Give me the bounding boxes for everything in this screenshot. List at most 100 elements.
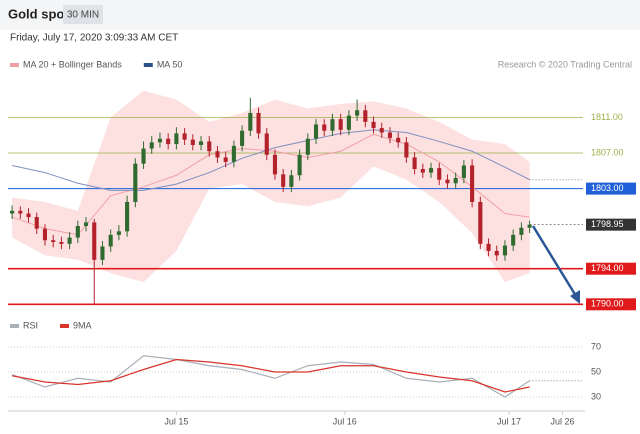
candle-body: [453, 177, 458, 184]
x-tick-label: Jul 15: [164, 416, 188, 426]
x-tick-label: Jul 16: [333, 416, 357, 426]
candle-body: [404, 142, 409, 158]
candle-body: [420, 169, 425, 173]
candle-body: [494, 250, 499, 256]
candle-body: [149, 142, 154, 149]
candle-body: [428, 168, 434, 173]
candle-body: [116, 231, 121, 235]
level-label: 1803.00: [591, 183, 624, 193]
header-bar: [0, 0, 640, 30]
candle-body: [379, 128, 384, 133]
candle-body: [363, 110, 368, 122]
level-label-box: [586, 218, 636, 231]
candle-body: [281, 174, 286, 187]
indicator-line: [11, 355, 530, 398]
level-label-box: [586, 298, 636, 311]
rsi-panel: 30 50 70 Jul 15 Jul 16 Jul 17 Jul 26 RSI 9MA: [8, 320, 601, 426]
candle-body: [256, 112, 261, 134]
candle-body: [42, 228, 48, 241]
legend-swatch: [10, 63, 19, 67]
candle-body: [445, 179, 450, 184]
candle-body: [461, 165, 466, 178]
candle-body: [166, 138, 171, 145]
candle-body: [322, 124, 327, 131]
candle-body: [437, 168, 442, 180]
candle-body: [75, 225, 80, 238]
candle-body: [26, 213, 31, 218]
candle-body: [313, 124, 319, 139]
level-label: 1807.00: [591, 147, 624, 157]
level-label: 1798.95: [591, 219, 624, 229]
timeframe: 30 MIN: [67, 10, 99, 21]
candle-body: [527, 224, 532, 228]
candle-body: [157, 138, 163, 143]
legend-swatch: [10, 324, 19, 328]
level-label-box: [586, 182, 636, 195]
title: Gold spot: [8, 6, 69, 21]
candle-body: [248, 112, 253, 131]
candle-body: [338, 119, 343, 130]
bollinger-band: [12, 90, 530, 283]
candle-body: [511, 234, 516, 246]
candle-body: [264, 133, 269, 155]
candle-body: [297, 154, 302, 176]
candle-body: [141, 148, 146, 164]
projection-arrow: [531, 225, 578, 297]
y-tick-label: 30: [591, 391, 601, 401]
candle-body: [92, 222, 97, 260]
projection-arrowhead: [570, 290, 580, 304]
price-panel: 1811.00 1807.00 1803.00 1798.95 1794.00 1790.…: [8, 59, 636, 311]
candle-body: [231, 145, 236, 162]
candle-body: [198, 141, 204, 145]
legend-swatch: [143, 63, 153, 67]
candle-body: [330, 119, 335, 131]
level-label: 1790.00: [591, 299, 624, 309]
candle-body: [207, 141, 212, 152]
candle-body: [100, 246, 105, 260]
indicator-line: [11, 358, 530, 393]
legend-label: RSI: [23, 320, 38, 330]
candle-body: [51, 240, 56, 243]
candle-body: [34, 217, 39, 229]
candle-body: [346, 115, 351, 130]
y-tick-label: 70: [591, 341, 601, 351]
candle-body: [519, 227, 524, 235]
ma-line: [12, 129, 530, 191]
candle-body: [125, 201, 130, 232]
level-label: 1811.00: [591, 112, 623, 122]
candle-body: [18, 210, 23, 214]
candle-body: [190, 139, 195, 145]
candle-body: [10, 210, 15, 214]
legend-label: MA 20 + Bollinger Bands: [23, 59, 122, 69]
candle-body: [470, 165, 475, 202]
candle-body: [174, 133, 179, 145]
candle-body: [108, 234, 113, 247]
candle-body: [486, 243, 491, 251]
credit: Research © 2020 Trading Central: [498, 59, 632, 69]
candle-body: [305, 138, 310, 155]
y-tick-label: 50: [591, 366, 601, 376]
level-label: 1794.00: [591, 263, 624, 273]
candle-body: [83, 222, 89, 226]
candle-body: [240, 130, 245, 146]
candle-body: [133, 163, 138, 202]
candle-body: [67, 237, 72, 244]
candle-body: [412, 157, 417, 170]
candle-body: [478, 201, 483, 244]
date: Friday, July 17, 2020 3:09:33 AM CET: [10, 33, 178, 44]
legend-label: 9MA: [73, 320, 92, 330]
candle-body: [355, 110, 360, 116]
legend-label: MA 50: [157, 59, 183, 69]
candle-body: [396, 137, 401, 143]
candle-body: [182, 133, 187, 140]
candle-body: [59, 242, 64, 244]
timeframe-badge: [63, 5, 103, 24]
candle-body: [223, 157, 228, 162]
candle-body: [371, 121, 376, 129]
x-tick-label: Jul 17: [497, 416, 521, 426]
candle-body: [215, 151, 220, 158]
legend-swatch: [60, 324, 70, 328]
candle-body: [387, 132, 393, 138]
candle-body: [502, 245, 508, 256]
